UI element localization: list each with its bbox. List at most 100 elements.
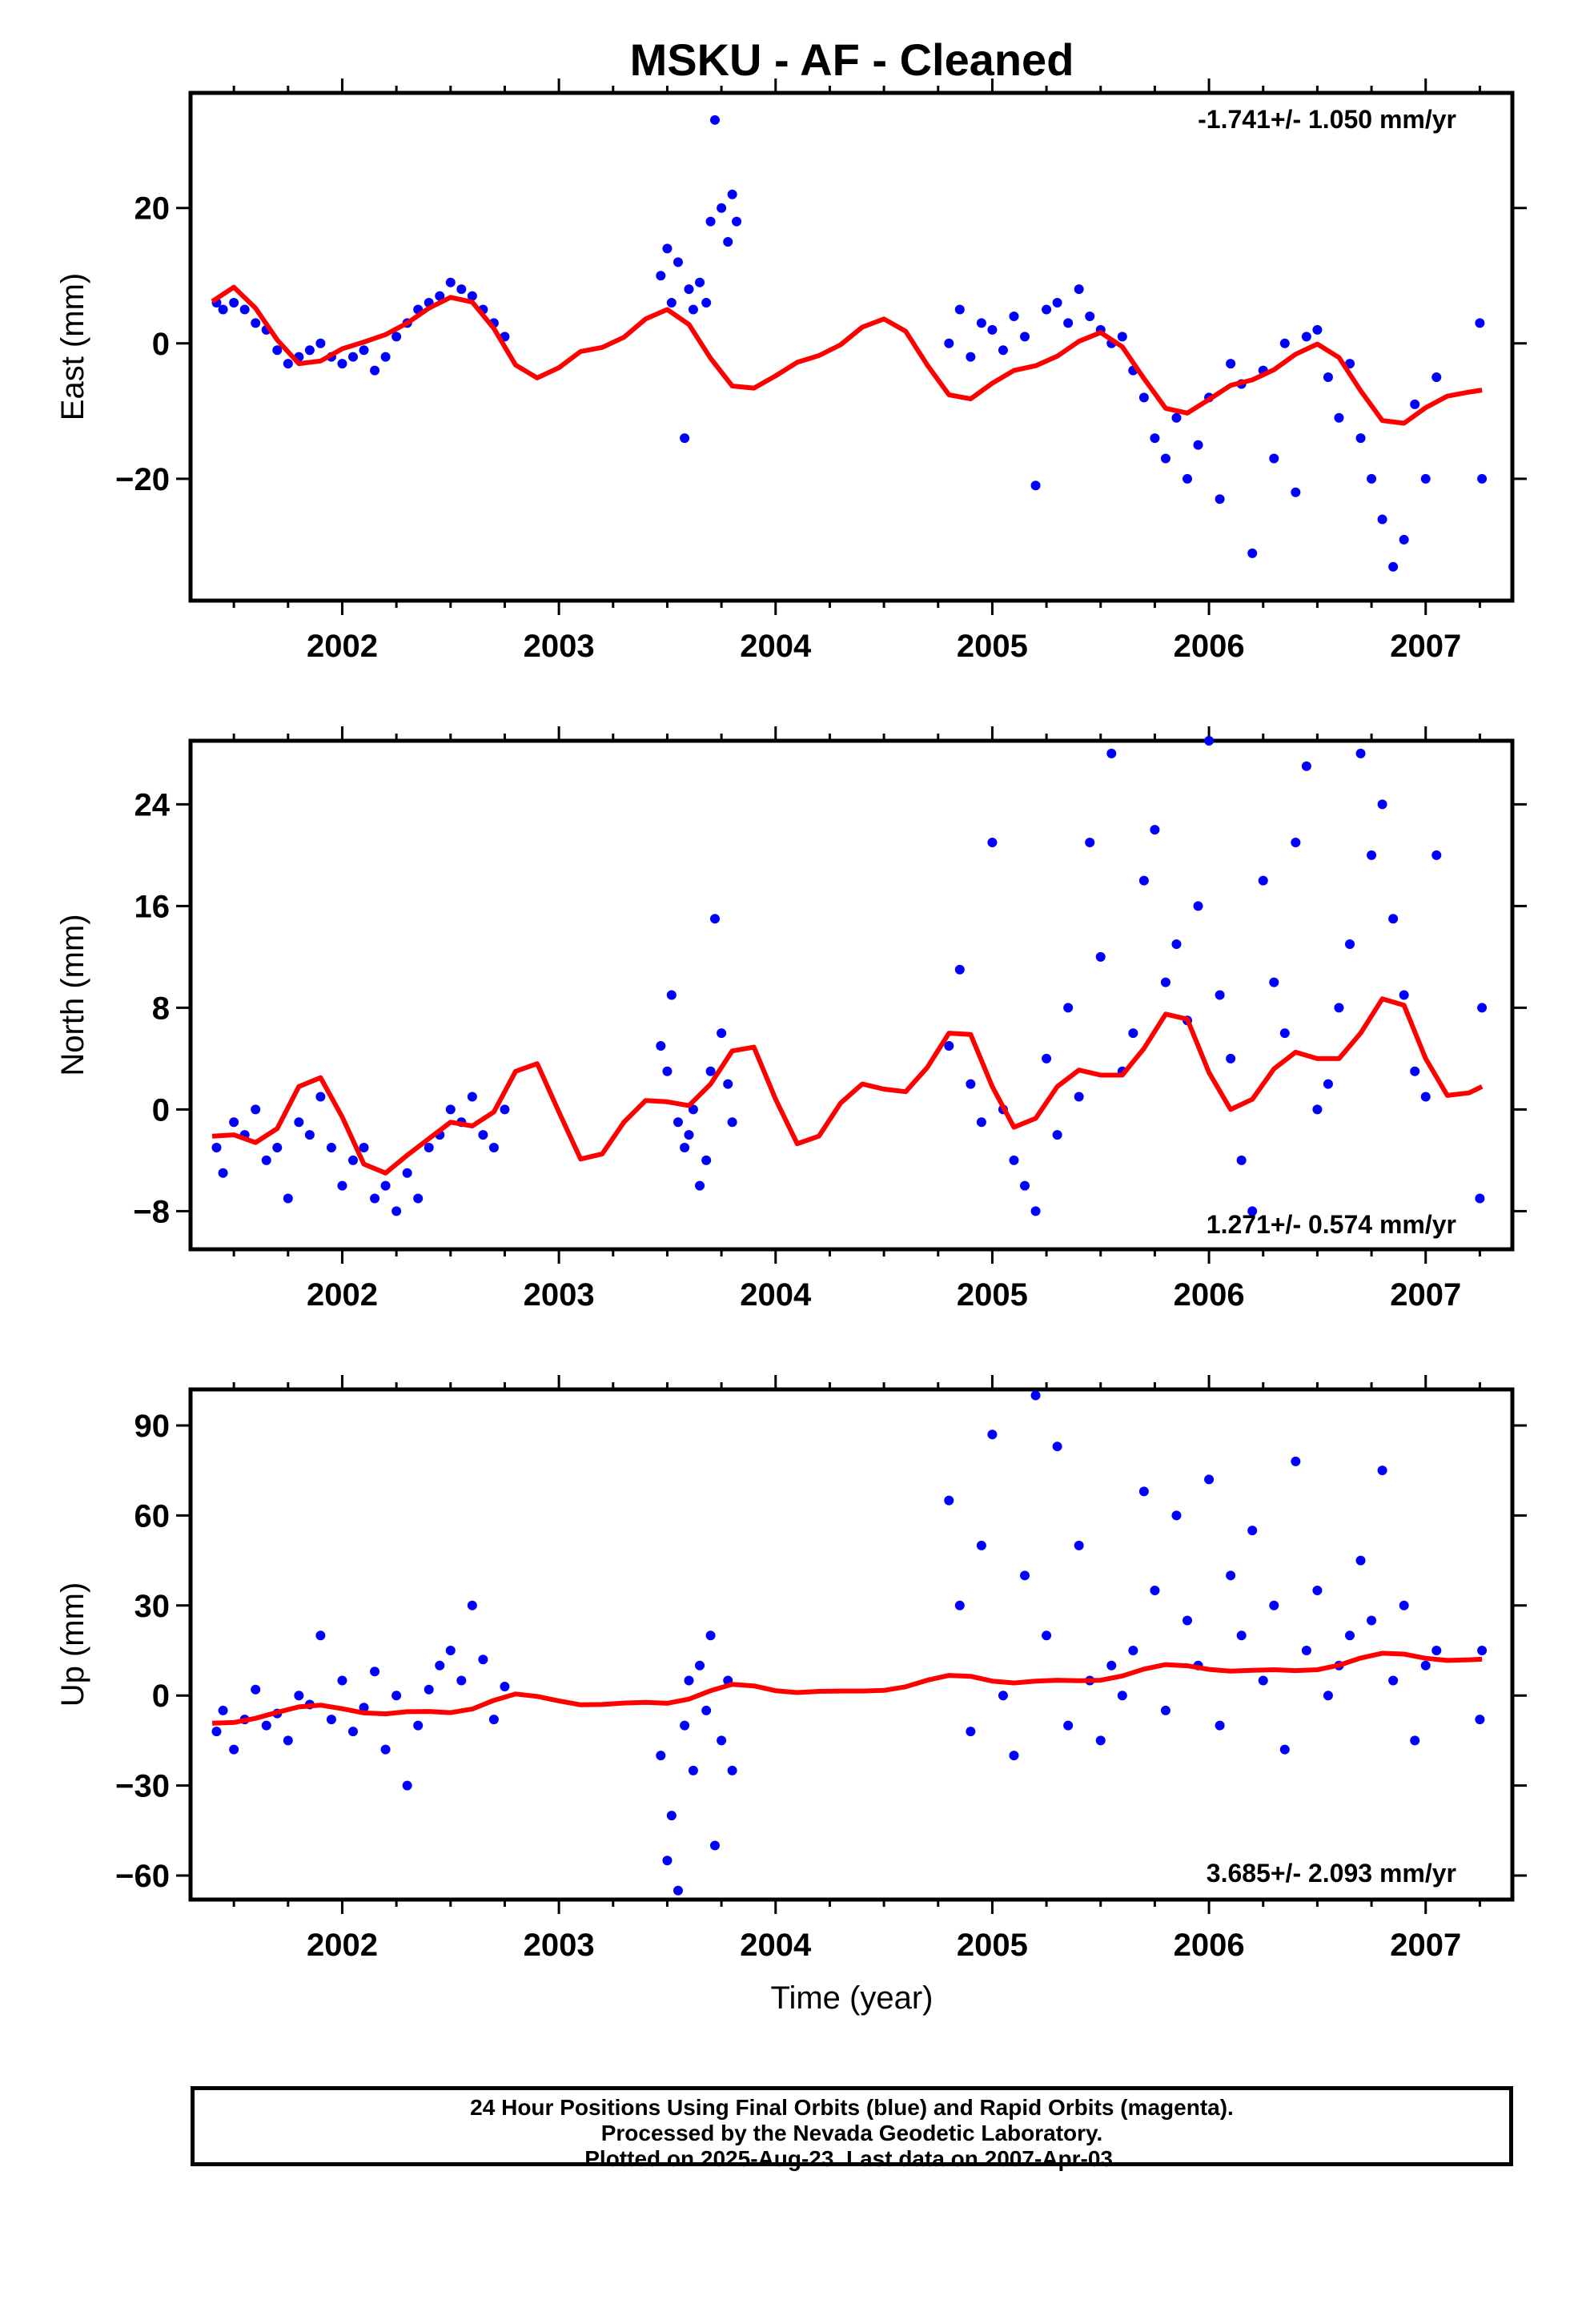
data-point: [294, 1691, 304, 1701]
data-point: [1193, 901, 1203, 911]
data-point: [662, 1856, 673, 1866]
data-point: [680, 1143, 690, 1152]
data-point: [488, 1715, 499, 1725]
y-tick-label: −20: [115, 462, 170, 497]
data-point: [456, 284, 467, 295]
data-point: [1399, 1600, 1409, 1610]
data-point: [966, 352, 976, 362]
y-tick-label: 0: [152, 327, 170, 362]
data-point: [445, 1645, 456, 1655]
data-point: [966, 1079, 976, 1089]
data-point: [402, 1168, 412, 1178]
data-point: [954, 1600, 965, 1610]
fit-curve: [211, 996, 1484, 1176]
x-tick-label: 2002: [307, 1928, 378, 1963]
data-point: [944, 1041, 954, 1051]
data-point: [998, 345, 1008, 356]
data-point: [1431, 850, 1442, 860]
data-point: [1226, 359, 1236, 369]
data-point: [1150, 825, 1160, 835]
data-point: [337, 359, 347, 369]
data-point: [954, 304, 965, 315]
data-point: [1345, 939, 1355, 949]
data-point: [370, 1193, 380, 1204]
data-point: [1138, 1486, 1149, 1497]
data-point: [424, 1143, 434, 1152]
data-point: [435, 1660, 445, 1671]
data-point: [1215, 990, 1225, 1000]
data-point: [1117, 1691, 1127, 1701]
data-point: [500, 1104, 510, 1115]
y-tick-label: 60: [135, 1498, 171, 1534]
data-point: [1030, 1390, 1041, 1401]
data-point: [229, 1117, 239, 1128]
data-point: [1355, 433, 1366, 444]
data-point: [695, 1180, 705, 1191]
data-point: [1475, 1715, 1485, 1725]
panel-3: 2002 2003 2004 2005 2006 2007 −60 −30 0 30 60 90 Up …: [55, 1375, 1527, 1963]
plot-frame: [188, 90, 1515, 603]
data-point: [727, 1117, 737, 1128]
data-point: [218, 1705, 228, 1715]
data-point: [294, 1117, 304, 1128]
rate-label: -1.741+/- 1.050 mm/yr: [1198, 105, 1456, 134]
data-point: [1388, 1675, 1399, 1686]
data-point: [1182, 473, 1193, 484]
data-point: [705, 1630, 716, 1641]
data-point: [229, 1744, 239, 1755]
x-tick-label: 2005: [957, 1928, 1028, 1963]
plot-frame: [188, 738, 1515, 1252]
data-point: [283, 359, 293, 369]
data-point: [1236, 1630, 1247, 1641]
data-point: [1138, 875, 1149, 886]
data-point: [1063, 318, 1074, 328]
data-point: [1247, 1206, 1258, 1216]
data-point: [359, 1703, 369, 1713]
data-point: [1063, 1003, 1074, 1013]
data-point: [1204, 1474, 1215, 1485]
data-point: [1030, 480, 1041, 491]
data-point: [987, 838, 998, 847]
data-point: [666, 990, 677, 1000]
data-point: [1138, 392, 1149, 403]
caption-box: 24 Hour Positions Using Final Orbits (bl…: [191, 2086, 1513, 2171]
data-point: [1171, 939, 1182, 949]
data-point: [1247, 548, 1258, 558]
data-point: [976, 1540, 986, 1550]
y-axis-label: North (mm): [55, 914, 90, 1076]
data-point: [966, 1727, 976, 1737]
fit-curve: [212, 1651, 1483, 1726]
data-point: [1106, 748, 1117, 758]
data-point: [1160, 977, 1170, 987]
y-axis-label: Up (mm): [55, 1582, 90, 1707]
data-point: [380, 1744, 391, 1755]
y-tick-label: −8: [133, 1194, 170, 1229]
x-tick-label: 2005: [957, 1277, 1028, 1313]
x-tick-label: 2007: [1390, 1928, 1461, 1963]
data-point: [1279, 338, 1290, 348]
data-point: [709, 1840, 720, 1851]
data-point: [709, 115, 720, 125]
data-point: [380, 352, 391, 362]
data-point: [1085, 838, 1095, 847]
data-point: [467, 1092, 477, 1102]
data-point: [1020, 1180, 1030, 1191]
data-point: [391, 1206, 402, 1216]
x-tick-label: 2007: [1390, 629, 1461, 664]
data-point: [673, 1117, 683, 1128]
data-point: [380, 1180, 391, 1191]
data-point: [688, 304, 698, 315]
data-point: [1030, 1206, 1041, 1216]
x-tick-label: 2004: [740, 1277, 812, 1313]
data-point: [445, 277, 456, 287]
data-point: [326, 1715, 336, 1725]
x-tick-label: 2004: [740, 1928, 812, 1963]
data-point: [688, 1765, 698, 1775]
data-point: [1334, 1003, 1344, 1013]
data-point: [1345, 1630, 1355, 1641]
data-point: [478, 1655, 488, 1665]
data-point: [283, 1735, 293, 1746]
data-point: [1388, 561, 1399, 572]
data-point: [1150, 1586, 1160, 1596]
fit-curve: [211, 284, 1483, 426]
